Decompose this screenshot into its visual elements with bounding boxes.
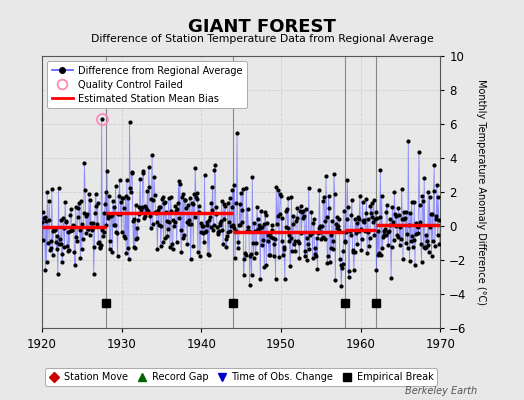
Y-axis label: Monthly Temperature Anomaly Difference (°C): Monthly Temperature Anomaly Difference (… [476,79,486,305]
Legend: Station Move, Record Gap, Time of Obs. Change, Empirical Break: Station Move, Record Gap, Time of Obs. C… [45,368,438,386]
Text: Berkeley Earth: Berkeley Earth [405,386,477,396]
Text: GIANT FOREST: GIANT FOREST [188,18,336,36]
Text: Difference of Station Temperature Data from Regional Average: Difference of Station Temperature Data f… [91,34,433,44]
